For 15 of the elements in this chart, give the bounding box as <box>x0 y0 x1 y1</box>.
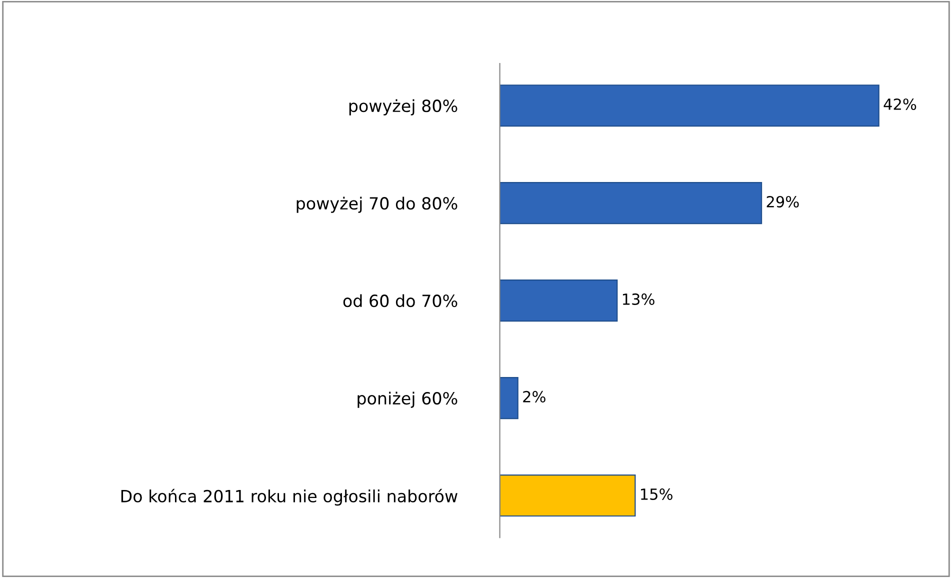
y-tick-label: powyżej 70 do 80% <box>296 196 458 213</box>
bar <box>500 474 636 517</box>
data-label: 29% <box>766 196 799 208</box>
bar <box>500 84 880 127</box>
bar <box>500 280 618 322</box>
bar <box>500 377 518 420</box>
y-tick-label: powyżej 80% <box>349 99 458 116</box>
data-label: 2% <box>523 390 546 402</box>
y-tick-label: poniżej 60% <box>358 392 458 408</box>
y-tick-label: od 60 do 70% <box>343 294 458 308</box>
y-tick-label: Do końca 2011 roku nie ogłosili naborów <box>121 488 458 506</box>
data-label: 15% <box>641 488 672 500</box>
data-label: 13% <box>622 293 654 305</box>
bar <box>500 182 762 224</box>
data-label: 42% <box>884 98 916 110</box>
